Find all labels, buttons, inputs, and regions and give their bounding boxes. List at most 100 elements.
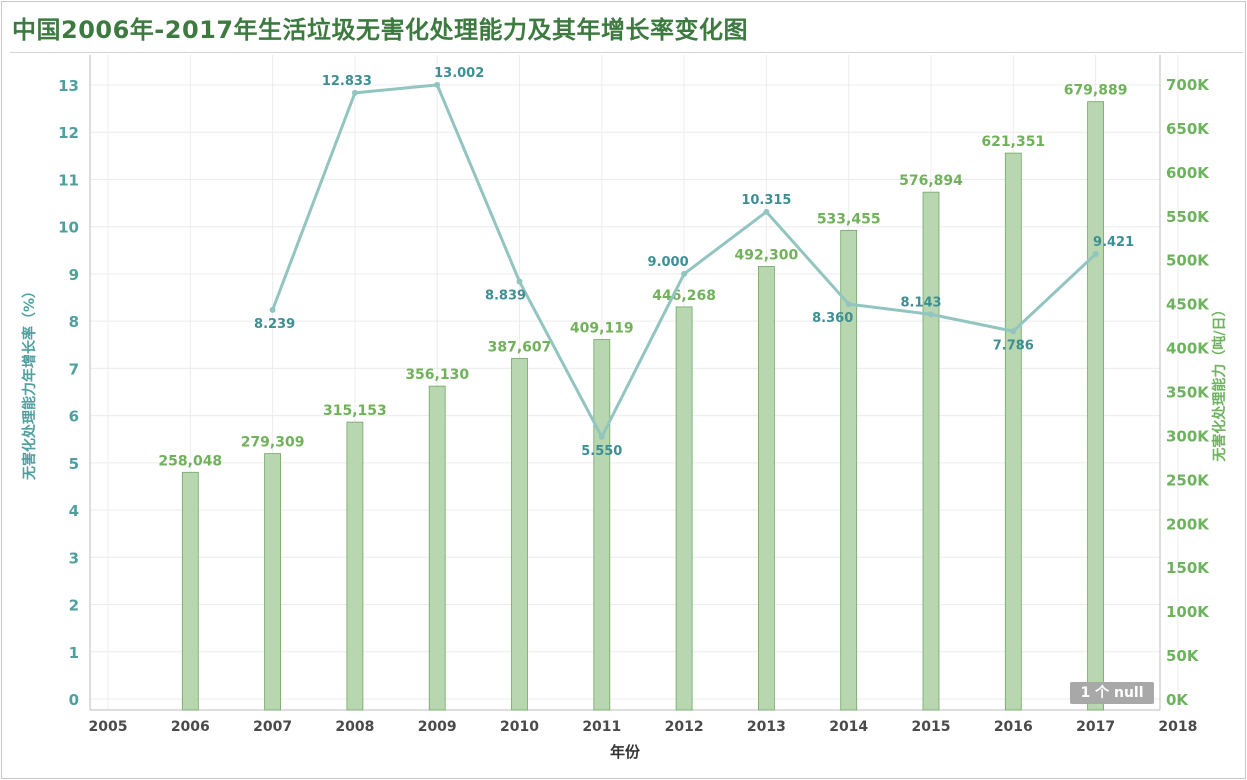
right-tick-label: 50K: [1166, 647, 1200, 665]
line-point-2008[interactable]: [351, 89, 358, 96]
line-point-2010[interactable]: [516, 278, 523, 285]
left-tick-label: 5: [69, 455, 79, 473]
right-tick-label: 400K: [1166, 340, 1210, 358]
left-tick-label: 7: [69, 360, 79, 378]
line-point-2009[interactable]: [434, 81, 441, 88]
tick-labels: 0123456789101112130K50K100K150K200K250K3…: [58, 76, 1210, 735]
x-axis-title: 年份: [610, 743, 641, 761]
right-tick-label: 600K: [1166, 164, 1210, 182]
line-label-2017: 9.421: [1093, 235, 1134, 250]
x-tick-label: 2012: [665, 719, 704, 735]
line-point-2016[interactable]: [1010, 328, 1017, 335]
x-tick-label: 2018: [1158, 719, 1197, 735]
line-label-2015: 8.143: [900, 295, 941, 310]
bar-2017[interactable]: [1087, 101, 1104, 711]
x-tick-label: 2017: [1076, 719, 1115, 735]
null-count-badge[interactable]: 1 个 null: [1070, 682, 1154, 704]
bar-label-2011: 409,119: [570, 321, 634, 337]
left-tick-label: 6: [69, 408, 79, 426]
left-tick-label: 13: [58, 77, 79, 95]
bar-2007[interactable]: [264, 453, 282, 711]
line-label-2013: 10.315: [741, 193, 791, 208]
line-point-2011[interactable]: [598, 433, 605, 440]
x-tick-label: 2009: [418, 719, 457, 735]
bar-label-2010: 387,607: [488, 339, 552, 355]
left-axis-title: 无害化处理能力年增长率（%）: [21, 284, 38, 481]
right-tick-label: 200K: [1166, 515, 1210, 533]
bar-label-2015: 576,894: [899, 173, 963, 189]
right-tick-label: 100K: [1166, 603, 1210, 621]
x-tick-label: 2006: [171, 719, 210, 735]
x-tick-label: 2007: [253, 719, 292, 735]
line-label-2011: 5.550: [581, 444, 622, 459]
bar-2010[interactable]: [511, 358, 528, 711]
line-label-2016: 7.786: [993, 338, 1034, 353]
x-tick-label: 2005: [89, 719, 128, 735]
left-tick-label: 12: [58, 124, 79, 142]
x-tick-label: 2016: [994, 719, 1033, 735]
line-label-2007: 8.239: [254, 317, 295, 332]
right-tick-label: 150K: [1166, 559, 1210, 577]
left-tick-label: 0: [69, 691, 79, 709]
right-axis-title: 无害化处理能力（吨/日）: [1211, 302, 1228, 462]
right-tick-label: 250K: [1166, 471, 1210, 489]
bar-data-labels: 258,048 279,309 315,153 356,130 387,607 409,1…: [158, 83, 1127, 470]
bar-2014[interactable]: [840, 229, 858, 711]
bar-label-2009: 356,130: [405, 367, 469, 383]
right-tick-label: 450K: [1166, 296, 1210, 314]
bar-2016[interactable]: [1004, 152, 1022, 711]
line-label-2012: 9.000: [648, 255, 689, 270]
left-tick-label: 9: [69, 266, 79, 284]
bar-label-2013: 492,300: [735, 247, 799, 263]
left-tick-label: 1: [69, 644, 79, 662]
line-label-2008: 12.833: [322, 74, 372, 89]
line-point-2007[interactable]: [269, 306, 276, 313]
right-tick-label: 500K: [1166, 252, 1210, 270]
bar-label-2008: 315,153: [323, 403, 387, 419]
x-tick-label: 2011: [582, 719, 621, 735]
axes: [89, 55, 1161, 711]
x-tick-label: 2015: [912, 719, 951, 735]
bar-label-2017: 679,889: [1064, 83, 1128, 99]
bar-label-2016: 621,351: [981, 134, 1045, 150]
bar-label-2007: 279,309: [241, 435, 305, 451]
title-divider: [10, 52, 1243, 53]
bar-label-2014: 533,455: [817, 211, 881, 227]
x-tick-label: 2014: [829, 719, 868, 735]
bar-2015[interactable]: [922, 191, 940, 711]
x-tick-label: 2013: [747, 719, 786, 735]
chart-title: 中国2006年-2017年生活垃圾无害化处理能力及其年增长率变化图: [12, 16, 749, 44]
line-data-labels: 8.239 12.833 13.002 8.839 5.550 9.000 10.315 8.…: [254, 66, 1134, 459]
line-label-2010: 8.839: [485, 289, 526, 304]
right-tick-label: 650K: [1166, 120, 1210, 138]
line-label-2014: 8.360: [812, 311, 853, 326]
bar-2013[interactable]: [758, 266, 775, 711]
line-point-2017[interactable]: [1092, 251, 1099, 258]
right-tick-label: 0K: [1166, 691, 1189, 709]
bar-2011[interactable]: [593, 339, 611, 711]
bar-2006[interactable]: [181, 471, 199, 711]
bar-2009[interactable]: [428, 385, 446, 711]
bar-2012[interactable]: [675, 306, 693, 711]
x-tick-label: 2008: [335, 719, 374, 735]
left-tick-label: 10: [58, 219, 79, 237]
right-tick-label: 350K: [1166, 384, 1210, 402]
bar-label-2012: 446,268: [652, 288, 716, 304]
bar-label-2006: 258,048: [158, 453, 222, 469]
right-tick-label: 300K: [1166, 427, 1210, 445]
line-point-2015[interactable]: [928, 311, 934, 318]
left-tick-label: 3: [69, 549, 79, 567]
bar-series: [181, 101, 1104, 711]
right-tick-label: 700K: [1166, 76, 1210, 94]
line-point-2014[interactable]: [845, 301, 852, 308]
x-tick-label: 2010: [500, 719, 539, 735]
line-label-2009: 13.002: [434, 66, 484, 81]
bar-2008[interactable]: [346, 421, 364, 711]
line-series: [269, 81, 1099, 440]
left-tick-label: 11: [58, 171, 79, 189]
line-point-2013[interactable]: [763, 208, 770, 215]
line-point-2012[interactable]: [681, 270, 688, 277]
left-tick-label: 2: [69, 597, 79, 615]
